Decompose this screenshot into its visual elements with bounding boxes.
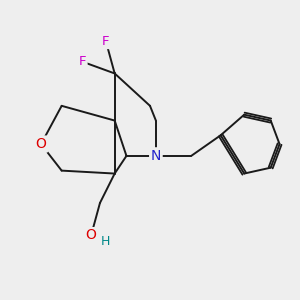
Text: F: F bbox=[102, 34, 110, 48]
Text: N: N bbox=[151, 149, 161, 163]
Text: O: O bbox=[86, 228, 97, 242]
Text: F: F bbox=[79, 55, 86, 68]
Text: H: H bbox=[101, 235, 110, 248]
Text: O: O bbox=[36, 137, 46, 151]
